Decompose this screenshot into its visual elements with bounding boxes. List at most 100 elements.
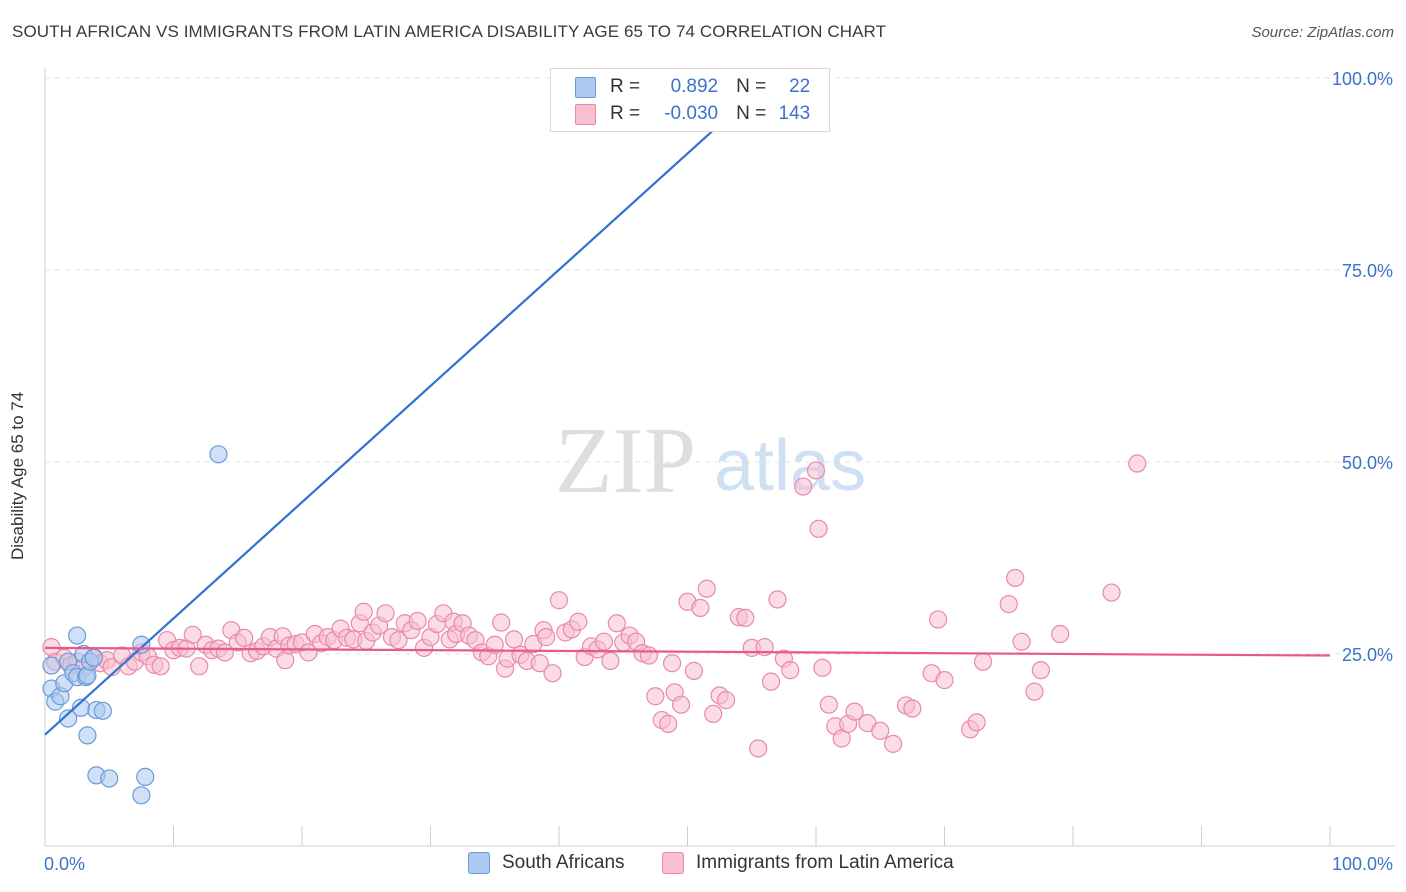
point-latin-america [537, 628, 556, 647]
x-tick-label: 100.0% [1332, 854, 1393, 874]
point-latin-america [928, 610, 948, 629]
n-label: N = [736, 103, 767, 124]
series-legend: South Africans Immigrants from Latin Ame… [0, 852, 1406, 878]
point-latin-america [504, 630, 524, 649]
point-latin-america [903, 699, 922, 718]
point-latin-america [1051, 624, 1070, 644]
point-latin-america [639, 646, 659, 665]
point-latin-america [999, 594, 1018, 614]
point-south-africans [42, 656, 61, 675]
point-south-africans [136, 767, 155, 786]
point-latin-america [659, 714, 678, 733]
legend-label: Immigrants from Latin America [696, 852, 954, 873]
stats-legend: R = 0.892 N = 22 R = -0.030 N = 143 [550, 68, 830, 132]
grid-lines [45, 77, 1395, 655]
point-latin-america [1102, 583, 1121, 602]
r-value: -0.030 [664, 103, 719, 124]
point-south-africans [132, 635, 151, 654]
point-latin-america [530, 654, 549, 673]
point-latin-america [671, 695, 691, 714]
point-latin-america [646, 687, 665, 706]
legend-swatch-blue [468, 852, 490, 874]
legend-label: South Africans [502, 852, 625, 873]
point-latin-america [569, 612, 588, 631]
point-latin-america [662, 654, 682, 673]
point-latin-america [1012, 632, 1031, 651]
point-latin-america [967, 713, 986, 732]
point-south-africans [100, 769, 119, 788]
point-south-africans [93, 701, 112, 720]
point-latin-america [1031, 661, 1050, 680]
point-latin-america [704, 704, 723, 724]
n-value: 143 [778, 103, 811, 124]
point-latin-america [1006, 568, 1025, 588]
point-latin-america [594, 632, 614, 651]
point-latin-america [691, 598, 710, 618]
legend-item-south-africans[interactable]: South Africans [468, 852, 625, 874]
trend-line-south-africans [44, 77, 772, 736]
point-latin-america [376, 604, 395, 623]
zipatlas-watermark: ZIP atlas [555, 409, 866, 513]
point-latin-america [697, 579, 716, 598]
point-south-africans [78, 726, 97, 745]
legend-swatch-pink [575, 103, 596, 125]
point-latin-america [485, 635, 504, 654]
stats-row-latin-america: R = -0.030 N = 143 [575, 101, 810, 127]
point-latin-america [716, 690, 736, 710]
point-latin-america [768, 590, 787, 609]
r-label: R = [610, 76, 641, 97]
point-latin-america [809, 519, 828, 538]
stats-row-south-africans: R = 0.892 N = 22 [575, 74, 810, 100]
point-latin-america [794, 477, 813, 496]
trend-lines [44, 77, 1331, 736]
point-latin-america [935, 671, 954, 690]
point-latin-america [607, 614, 626, 633]
point-latin-america [183, 625, 202, 644]
r-label: R = [610, 103, 641, 124]
chart-title: SOUTH AFRICAN VS IMMIGRANTS FROM LATIN A… [12, 22, 887, 41]
legend-item-latin-america[interactable]: Immigrants from Latin America [662, 852, 954, 874]
point-latin-america [601, 651, 620, 671]
point-latin-america [389, 631, 408, 650]
point-latin-america [408, 611, 427, 631]
point-latin-america [492, 613, 511, 632]
legend-swatch-blue [575, 76, 596, 98]
point-latin-america [736, 608, 755, 628]
point-south-africans [84, 648, 103, 667]
legend-swatch-pink [662, 852, 684, 874]
point-latin-america [845, 702, 864, 721]
point-latin-america [549, 591, 569, 610]
y-tick-label: 100.0% [1332, 69, 1393, 89]
point-latin-america [761, 672, 781, 691]
point-latin-america [1025, 682, 1044, 701]
point-latin-america [684, 661, 704, 680]
point-latin-america [781, 661, 800, 680]
point-latin-america [543, 664, 562, 683]
point-latin-america [299, 643, 318, 662]
axes [44, 68, 1395, 847]
tick-labels: 25.0% 50.0% 75.0% 100.0% 0.0% 100.0% [44, 69, 1393, 874]
y-tick-label: 50.0% [1342, 453, 1393, 473]
point-latin-america [190, 657, 209, 676]
point-latin-america [235, 628, 254, 647]
n-value: 22 [789, 76, 811, 97]
point-south-africans [132, 786, 151, 805]
watermark-atlas: atlas [714, 426, 866, 506]
r-value: 0.892 [670, 76, 719, 97]
point-latin-america [813, 658, 832, 677]
watermark-zip: ZIP [555, 409, 696, 513]
point-latin-america [749, 739, 768, 758]
point-latin-america [354, 602, 373, 621]
data-points [42, 68, 1147, 805]
point-latin-america [883, 734, 903, 753]
point-latin-america [806, 461, 826, 480]
point-latin-america [819, 695, 838, 714]
y-tick-label: 25.0% [1342, 645, 1393, 665]
source-label: Source: ZipAtlas.com [1251, 24, 1394, 41]
point-south-africans [59, 709, 78, 728]
point-latin-america [871, 721, 890, 740]
x-tick-label: 0.0% [44, 854, 85, 874]
trend-line-latin-america [44, 646, 1331, 657]
point-south-africans [209, 445, 228, 464]
